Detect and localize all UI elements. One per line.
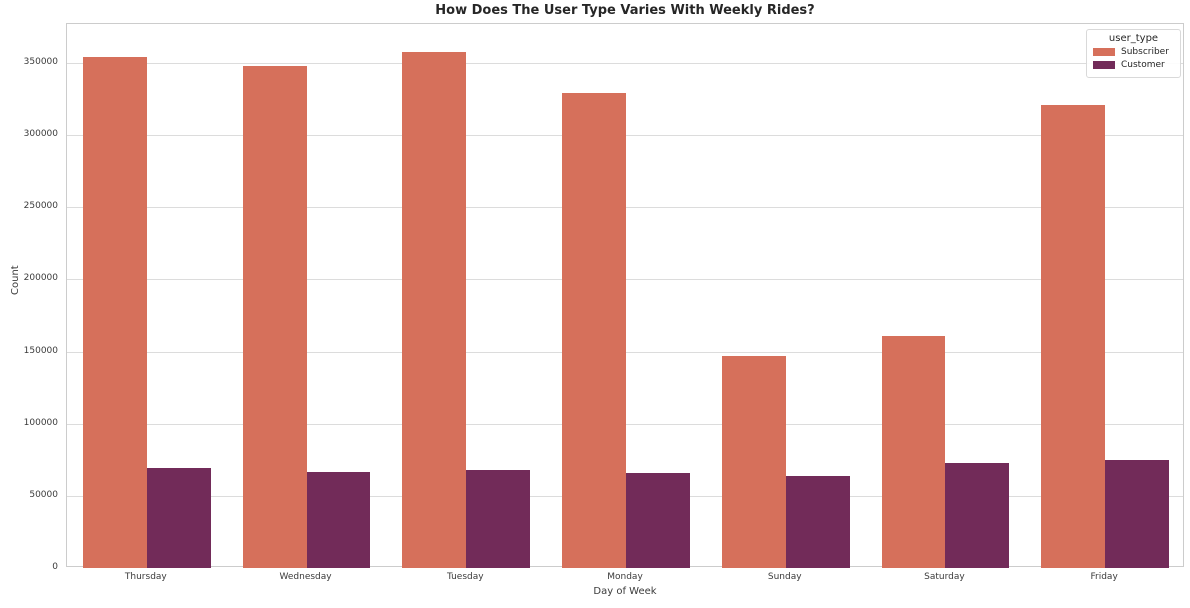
legend-label-customer: Customer	[1121, 60, 1165, 70]
chart-title: How Does The User Type Varies With Weekl…	[435, 3, 815, 18]
y-tick-label-350000: 350000	[23, 56, 58, 67]
x-tick-label-tuesday: Tuesday	[446, 572, 484, 582]
x-tick-label-monday: Monday	[607, 572, 643, 582]
bar-subscriber-friday	[1041, 104, 1106, 568]
bar-customer-friday	[1105, 460, 1170, 568]
legend-item-customer: Customer	[1093, 60, 1174, 70]
y-tick-label-200000: 200000	[23, 273, 58, 284]
bar-customer-monday	[626, 472, 690, 568]
bar-subscriber-tuesday	[402, 52, 467, 568]
legend-swatch-customer	[1093, 61, 1115, 69]
legend: user_type Subscriber Customer	[1086, 29, 1181, 78]
x-tick-label-thursday: Thursday	[124, 572, 167, 582]
y-axis-label: Count	[10, 265, 21, 295]
bar-customer-sunday	[785, 475, 850, 568]
gridline-350000	[67, 62, 1183, 64]
x-tick-label-wednesday: Wednesday	[279, 572, 332, 582]
bar-customer-saturday	[945, 463, 1010, 568]
legend-item-subscriber: Subscriber	[1093, 47, 1174, 57]
x-tick-label-saturday: Saturday	[924, 572, 965, 582]
y-tick-label-250000: 250000	[23, 201, 58, 212]
y-tick-label-300000: 300000	[23, 129, 58, 140]
legend-swatch-subscriber	[1093, 48, 1115, 56]
bar-customer-wednesday	[306, 472, 371, 568]
legend-label-subscriber: Subscriber	[1121, 47, 1169, 57]
bar-customer-tuesday	[466, 469, 531, 568]
bar-customer-thursday	[146, 467, 211, 568]
y-tick-label-50000: 50000	[29, 489, 58, 500]
bar-subscriber-wednesday	[242, 65, 307, 568]
bar-subscriber-saturday	[881, 335, 946, 568]
bar-subscriber-thursday	[82, 57, 147, 568]
bar-subscriber-sunday	[721, 355, 786, 568]
x-axis-label: Day of Week	[593, 586, 657, 597]
y-tick-label-0: 0	[52, 562, 58, 572]
legend-title: user_type	[1108, 33, 1159, 44]
plot-area	[66, 23, 1184, 568]
y-tick-label-100000: 100000	[23, 417, 58, 428]
bar-subscriber-monday	[562, 92, 626, 568]
y-tick-label-150000: 150000	[23, 345, 58, 356]
x-tick-label-friday: Friday	[1090, 572, 1118, 582]
x-tick-label-sunday: Sunday	[767, 572, 802, 582]
